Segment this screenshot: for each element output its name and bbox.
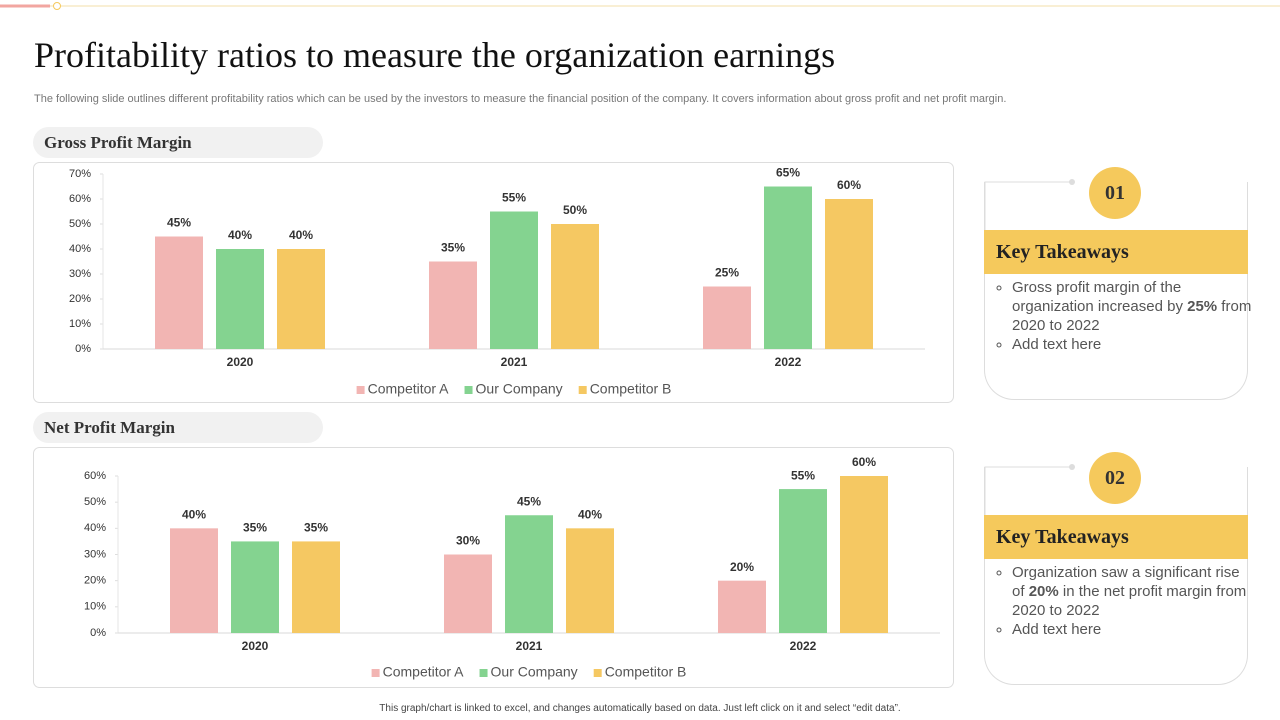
bar <box>231 541 279 633</box>
page-subtitle: The following slide outlines different p… <box>34 93 1007 105</box>
y-tick-label: 50% <box>84 496 106 508</box>
legend-label: Competitor B <box>590 381 672 397</box>
value-label: 40% <box>289 228 313 242</box>
page-title: Profitability ratios to measure the orga… <box>34 35 836 75</box>
x-tick-label: 2022 <box>775 355 802 369</box>
connector-dot <box>1069 464 1075 470</box>
value-label: 20% <box>730 560 754 574</box>
card-number: 01 <box>1089 167 1141 219</box>
value-label: 60% <box>852 455 876 469</box>
legend-label: Competitor A <box>383 664 465 680</box>
y-tick-label: 0% <box>90 627 106 639</box>
value-label: 25% <box>715 266 739 280</box>
x-tick-label: 2021 <box>501 355 528 369</box>
value-label: 40% <box>578 508 602 522</box>
y-tick-label: 20% <box>84 575 106 587</box>
y-tick-label: 20% <box>69 293 91 305</box>
value-label: 60% <box>837 178 861 192</box>
legend-swatch <box>464 386 473 394</box>
bar <box>566 528 614 633</box>
card-frame <box>984 182 1248 400</box>
card-title: Key Takeaways <box>984 230 1248 274</box>
bar <box>505 515 553 633</box>
bar <box>779 489 827 633</box>
bar <box>825 199 873 349</box>
x-tick-label: 2021 <box>516 639 543 653</box>
y-tick-label: 10% <box>84 601 106 613</box>
x-tick-label: 2020 <box>242 639 269 653</box>
value-label: 40% <box>228 228 252 242</box>
value-label: 45% <box>167 216 191 230</box>
y-tick-label: 30% <box>69 268 91 280</box>
legend-swatch <box>593 669 602 677</box>
connector-dot <box>1069 179 1075 185</box>
bar <box>429 261 477 349</box>
value-label: 45% <box>517 494 541 508</box>
card-frame <box>984 467 1248 685</box>
bullet-text: Add text here <box>1012 336 1102 353</box>
bar <box>840 476 888 633</box>
value-label: 55% <box>502 191 526 205</box>
legend-swatch <box>479 669 488 677</box>
value-label: 55% <box>791 468 815 482</box>
card-number: 02 <box>1089 452 1141 504</box>
x-tick-label: 2022 <box>790 639 817 653</box>
value-label: 50% <box>563 203 587 217</box>
bar <box>155 236 203 349</box>
bullet: Gross profit margin of the organization … <box>1012 278 1252 335</box>
bar <box>444 554 492 633</box>
y-tick-label: 40% <box>69 243 91 255</box>
bullet-text: Gross profit margin of the organization … <box>1012 279 1188 315</box>
bar <box>764 186 812 349</box>
value-label: 30% <box>456 534 480 548</box>
bullet-highlight: 25% <box>1187 298 1218 315</box>
bar <box>703 286 751 349</box>
bar <box>718 580 766 633</box>
chart-heading: Net Profit Margin <box>33 412 323 443</box>
bar <box>170 528 218 633</box>
legend-swatch <box>356 386 365 394</box>
card-bullets: Gross profit margin of the organization … <box>994 278 1252 354</box>
value-label: 65% <box>776 166 800 180</box>
x-tick-label: 2020 <box>227 355 254 369</box>
bullet-text: from 2020 to 2022 <box>1012 298 1252 334</box>
legend-label: Competitor A <box>368 381 450 397</box>
bar <box>277 249 325 349</box>
y-tick-label: 60% <box>69 193 91 205</box>
y-tick-label: 10% <box>69 318 91 330</box>
bullet-text: Organization saw a significant rise of <box>1012 564 1240 600</box>
value-label: 35% <box>304 521 328 535</box>
legend-label: Our Company <box>476 381 563 397</box>
chart-heading: Gross Profit Margin <box>33 127 323 158</box>
legend-swatch <box>578 386 587 394</box>
y-tick-label: 50% <box>69 218 91 230</box>
y-tick-label: 0% <box>75 343 91 355</box>
legend-swatch <box>371 669 380 677</box>
bullet-text: in the net profit margin from 2020 to 20… <box>1012 583 1247 619</box>
bullet-highlight: 20% <box>1028 583 1059 600</box>
y-tick-label: 70% <box>69 168 91 180</box>
card-bullets: Organization saw a significant rise of 2… <box>994 563 1252 639</box>
legend-label: Our Company <box>491 664 578 680</box>
value-label: 35% <box>441 241 465 255</box>
value-label: 35% <box>243 521 267 535</box>
bar <box>292 541 340 633</box>
y-tick-label: 40% <box>84 522 106 534</box>
bar <box>490 211 538 349</box>
bullet-text: Add text here <box>1012 621 1102 638</box>
y-tick-label: 30% <box>84 548 106 560</box>
bar <box>216 249 264 349</box>
top-dot <box>53 2 61 10</box>
bullet: Add text here <box>1012 620 1252 639</box>
footer-note: This graph/chart is linked to excel, and… <box>379 703 901 714</box>
bullet: Add text here <box>1012 335 1252 354</box>
bullet: Organization saw a significant rise of 2… <box>1012 563 1252 620</box>
y-tick-label: 60% <box>84 470 106 482</box>
value-label: 40% <box>182 508 206 522</box>
legend-label: Competitor B <box>605 664 687 680</box>
bar <box>551 224 599 349</box>
card-title: Key Takeaways <box>984 515 1248 559</box>
